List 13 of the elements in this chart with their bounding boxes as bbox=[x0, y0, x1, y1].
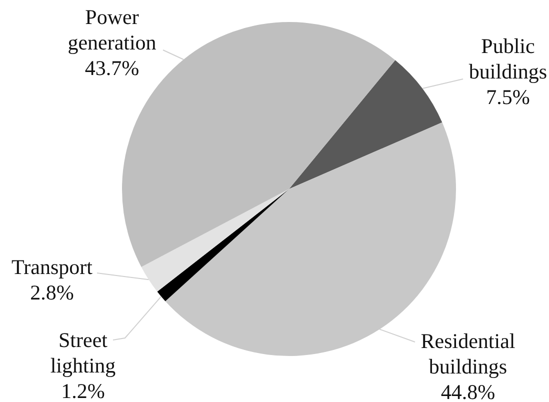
data-label: 2.8% bbox=[30, 280, 74, 304]
pie-slice bbox=[157, 189, 289, 302]
data-label: 43.7% bbox=[84, 56, 140, 80]
slice-label: Residential buildings bbox=[420, 329, 516, 378]
slice-label: Public buildings bbox=[468, 34, 548, 84]
data-label: 1.2% bbox=[61, 379, 105, 402]
data-label: 7.5% bbox=[486, 85, 530, 109]
pie-slice bbox=[289, 60, 442, 189]
slice-label: Street lighting bbox=[50, 328, 116, 378]
data-label: 44.8% bbox=[440, 380, 496, 402]
pie-slice bbox=[141, 189, 289, 292]
slice-label: Transport bbox=[12, 255, 93, 279]
slice-label: Power generation bbox=[68, 5, 157, 54]
